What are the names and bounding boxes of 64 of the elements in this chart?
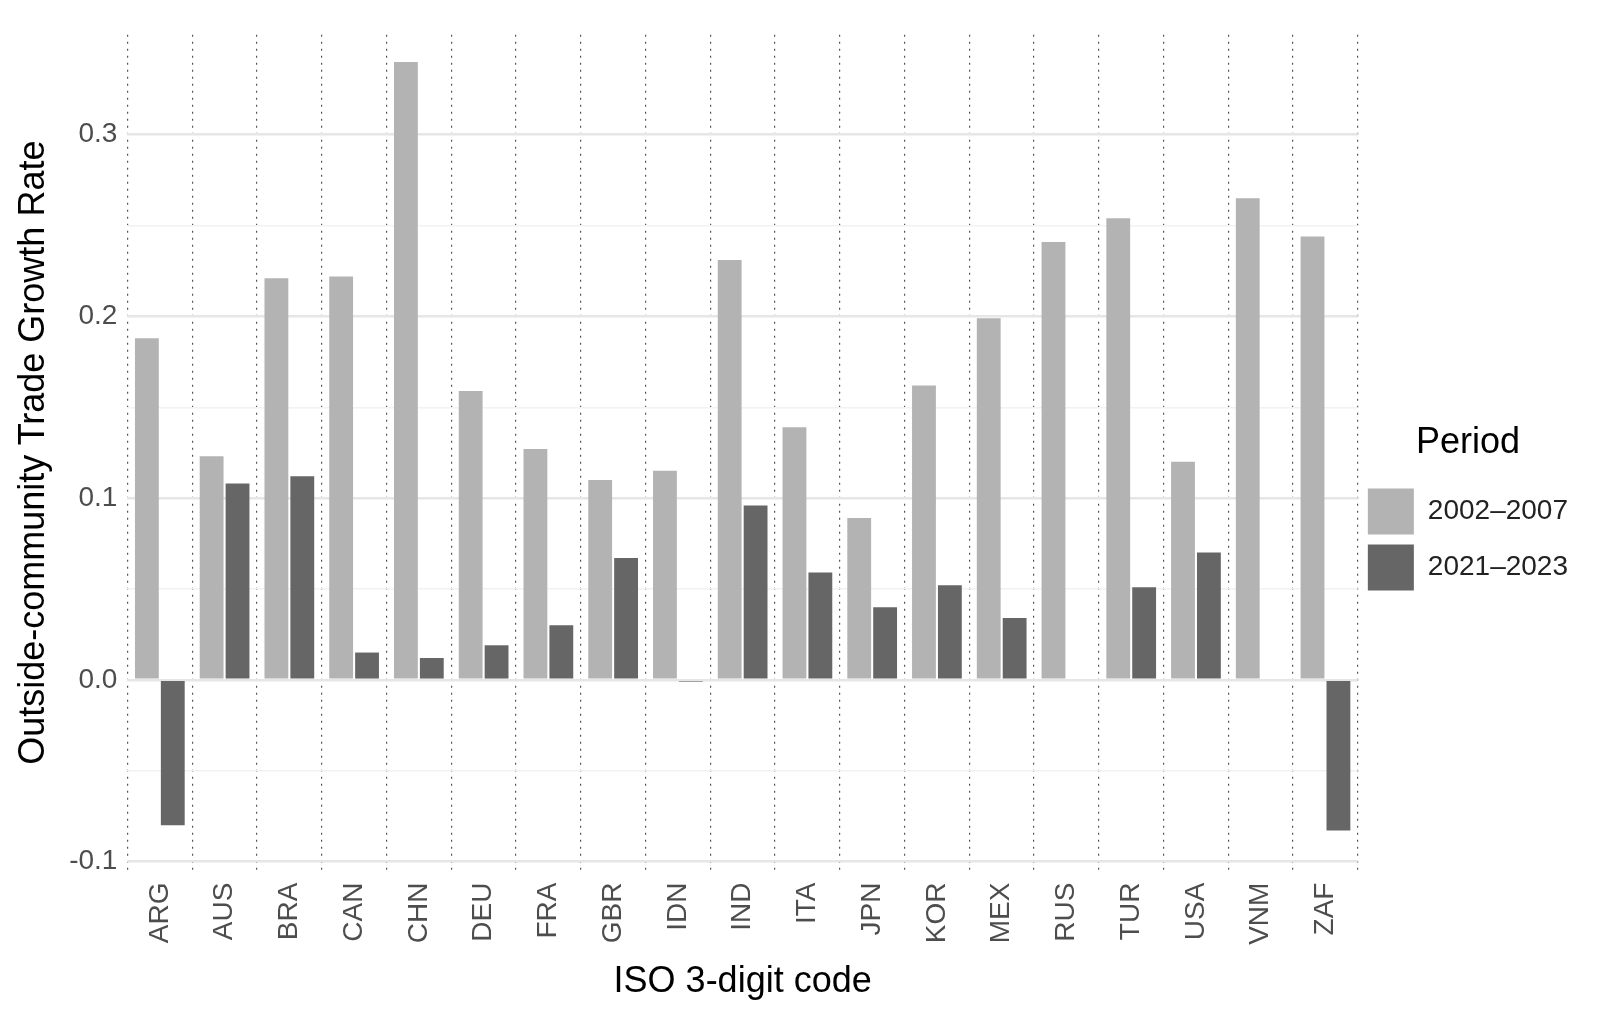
bar [1106, 218, 1131, 679]
bar [588, 479, 613, 679]
x-axis-title: ISO 3-digit code [613, 959, 872, 1001]
y-tick-label: -0.1 [69, 844, 118, 876]
x-tick-label: VNM [1243, 882, 1275, 945]
bar [1300, 236, 1325, 679]
x-tick-label: ZAF [1308, 882, 1340, 936]
bar [614, 558, 638, 679]
bar [225, 483, 250, 679]
y-tick-label: 0.2 [78, 299, 118, 331]
y-tick-label: 0.1 [78, 480, 118, 512]
bar [355, 652, 379, 679]
bar [1041, 241, 1066, 679]
bar [160, 681, 185, 826]
bar [1235, 198, 1260, 679]
bar [1196, 552, 1221, 679]
x-tick-label: ITA [790, 882, 822, 925]
x-tick-label: CAN [336, 882, 368, 942]
bar [549, 625, 574, 679]
bar [1132, 587, 1157, 679]
x-tick-label: JPN [854, 882, 886, 936]
bar [1002, 618, 1027, 679]
bar [976, 318, 1001, 679]
bar [393, 62, 418, 679]
x-tick-label: DEU [466, 882, 498, 942]
x-tick-label: BRA [272, 882, 304, 941]
x-tick-label: IDN [660, 882, 692, 931]
bar [717, 260, 742, 679]
y-tick-label: 0.3 [78, 117, 118, 149]
x-tick-label: MEX [984, 882, 1016, 944]
bar [264, 278, 289, 679]
bar [743, 505, 768, 679]
bar [873, 607, 898, 679]
x-tick-label: CHN [401, 882, 433, 944]
bar [912, 385, 936, 679]
x-tick-label: FRA [531, 882, 563, 939]
bar [329, 276, 354, 679]
legend-label: 2021–2023 [1427, 550, 1569, 582]
bar [1326, 681, 1351, 831]
bar [653, 470, 677, 679]
bar [419, 658, 444, 679]
x-tick-label: KOR [919, 882, 951, 944]
bar [808, 572, 833, 679]
x-tick-label: ARG [142, 882, 174, 944]
legend-title: Period [1415, 420, 1520, 462]
y-tick-label: 0.0 [78, 662, 118, 694]
bar [199, 456, 224, 679]
legend-label: 2002–2007 [1427, 494, 1569, 526]
bar [847, 518, 872, 679]
x-tick-label: GBR [595, 882, 627, 944]
x-tick-label: IND [725, 882, 757, 931]
bar [458, 390, 483, 679]
x-tick-label: USA [1178, 882, 1210, 941]
bar [484, 645, 509, 679]
bar [1171, 461, 1195, 679]
bar [523, 449, 548, 679]
y-axis-title: Outside-community Trade Growth Rate [10, 140, 52, 765]
x-tick-label: TUR [1113, 882, 1145, 941]
x-tick-label: RUS [1049, 882, 1081, 942]
bar [782, 427, 807, 679]
bar [134, 338, 159, 679]
bar [290, 476, 315, 679]
x-tick-label: AUS [207, 882, 239, 941]
bar [937, 585, 962, 679]
